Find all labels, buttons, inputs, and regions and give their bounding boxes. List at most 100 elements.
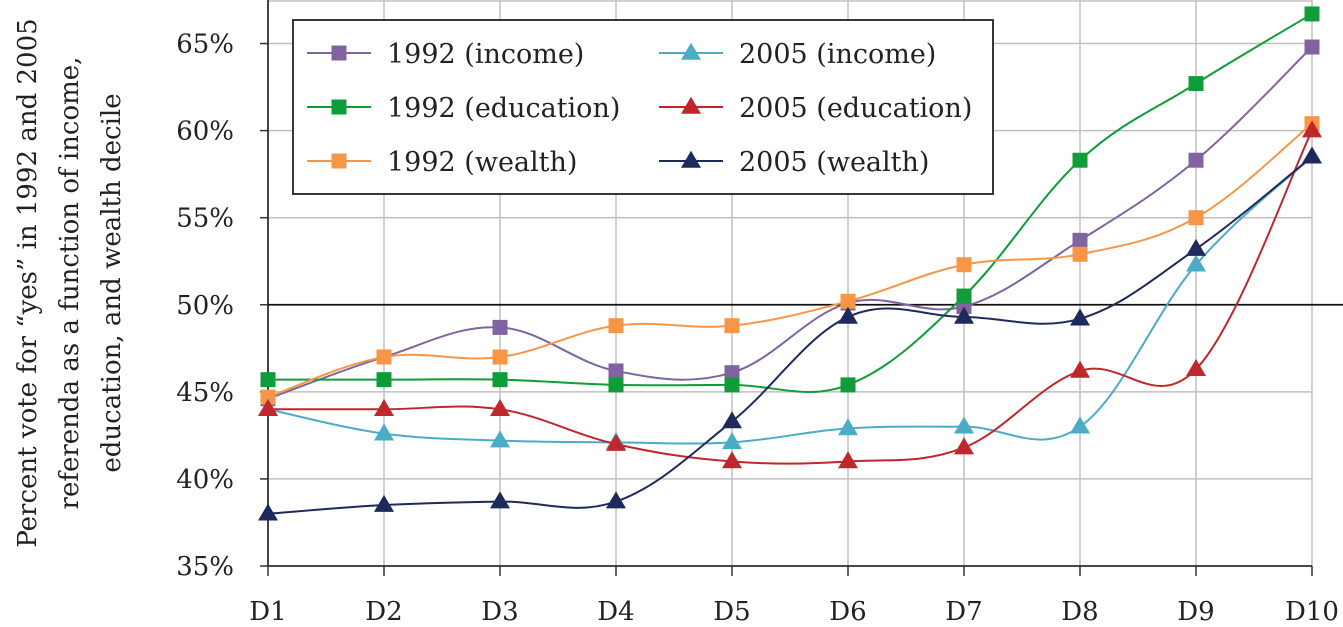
series-line [267,13,1313,393]
data-point-triangle [722,451,742,469]
x-tick-label: D1 [249,597,286,627]
data-point-triangle [374,399,394,417]
data-point-triangle [954,437,974,455]
data-point-triangle [1186,359,1206,377]
data-point-triangle [954,306,974,324]
y-tick-label: 35% [176,552,234,582]
data-point-triangle [490,399,510,417]
series-2 [260,116,1320,405]
data-point-square [1072,246,1088,262]
data-point-triangle [838,418,858,436]
legend-item: 1992 (wealth) [307,147,577,178]
series-4 [258,120,1322,469]
data-point-square [840,293,856,309]
legend-item: 2005 (wealth) [659,147,929,178]
data-point-square [724,318,740,334]
y-axis-title-line: education, and wealth decile [97,93,127,472]
y-tick-label: 60% [176,117,234,147]
data-point-square [1072,152,1088,168]
series-line [267,46,1313,400]
data-point-triangle [1070,416,1090,434]
legend-square-icon [331,99,347,115]
data-point-triangle [1302,146,1322,164]
y-tick-label: 65% [176,30,234,60]
series-5 [258,146,1322,521]
y-axis-title: Percent vote for “yes” in 1992 and 2005 r… [13,18,127,547]
data-point-square [956,257,972,273]
data-point-square [260,372,276,388]
y-tick-label: 50% [176,291,234,321]
x-tick-label: D10 [1285,597,1339,627]
data-point-square [1072,232,1088,248]
y-axis-title-line: Percent vote for “yes” in 1992 and 2005 [13,18,43,547]
legend-triangle-icon [681,96,701,114]
x-tick-label: D4 [597,597,634,627]
data-point-triangle [838,306,858,324]
data-point-square [724,377,740,393]
data-point-square [492,349,508,365]
axis-layer: 35% 40% 45% 50% 55% 60% 65% D1 D2 D3 D4 D5 D6 D7 D8 D9 D… [176,0,1343,627]
legend: 1992 (income) 1992 (education) 1992 (wealt… [292,19,994,195]
data-point-square [1304,6,1320,22]
x-tick-label: D8 [1061,597,1098,627]
y-tick-label: 55% [176,204,234,234]
series-line [267,122,1313,399]
legend-item: 1992 (education) [307,93,620,124]
data-point-triangle [1070,308,1090,326]
legend-square-icon [331,45,347,61]
y-tick-label: 40% [176,465,234,495]
series-line [267,156,1313,445]
legend-item: 2005 (education) [659,93,972,124]
legend-label: 2005 (wealth) [739,147,929,178]
x-tick-label: D3 [481,597,518,627]
legend-triangle-icon [681,150,701,168]
legend-label: 2005 (education) [739,93,972,124]
data-point-square [608,363,624,379]
legend-item: 2005 (income) [659,39,936,70]
legend-square-icon [331,153,347,169]
data-point-triangle [954,416,974,434]
data-point-triangle [1302,120,1322,138]
data-point-triangle [374,494,394,512]
data-point-square [724,365,740,381]
data-point-triangle [258,399,278,417]
series-layer [258,6,1322,521]
legend-label: 1992 (income) [387,39,584,70]
y-axis-title-line: referenda as a function of income, [55,57,85,510]
data-point-triangle [374,423,394,441]
x-tick-label: D6 [829,597,866,627]
data-point-square [1304,39,1320,55]
data-point-triangle [606,491,626,509]
legend-label: 1992 (wealth) [387,147,577,178]
data-point-square [956,288,972,304]
legend-label: 1992 (education) [387,93,620,124]
data-point-square [1188,152,1204,168]
data-point-triangle [606,433,626,451]
series-line [268,130,1313,465]
legend-label: 2005 (income) [739,39,936,70]
data-point-square [1188,210,1204,226]
legend-box [292,19,994,195]
data-point-square [376,349,392,365]
data-point-square [1188,76,1204,92]
data-point-triangle [722,432,742,450]
data-point-square [608,377,624,393]
data-point-triangle [1070,360,1090,378]
x-tick-label: D7 [945,597,982,627]
data-point-square [492,372,508,388]
y-tick-label: 45% [176,378,234,408]
data-point-triangle [1186,254,1206,272]
data-point-square [608,318,624,334]
series-line [267,155,1313,515]
data-point-square [260,389,276,405]
x-tick-label: D5 [713,597,750,627]
data-point-square [492,319,508,335]
series-1 [260,6,1320,393]
data-point-triangle [490,430,510,448]
data-point-triangle [838,451,858,469]
x-tick-label: D9 [1177,597,1214,627]
legend-item: 1992 (income) [307,39,584,70]
data-point-square [376,372,392,388]
